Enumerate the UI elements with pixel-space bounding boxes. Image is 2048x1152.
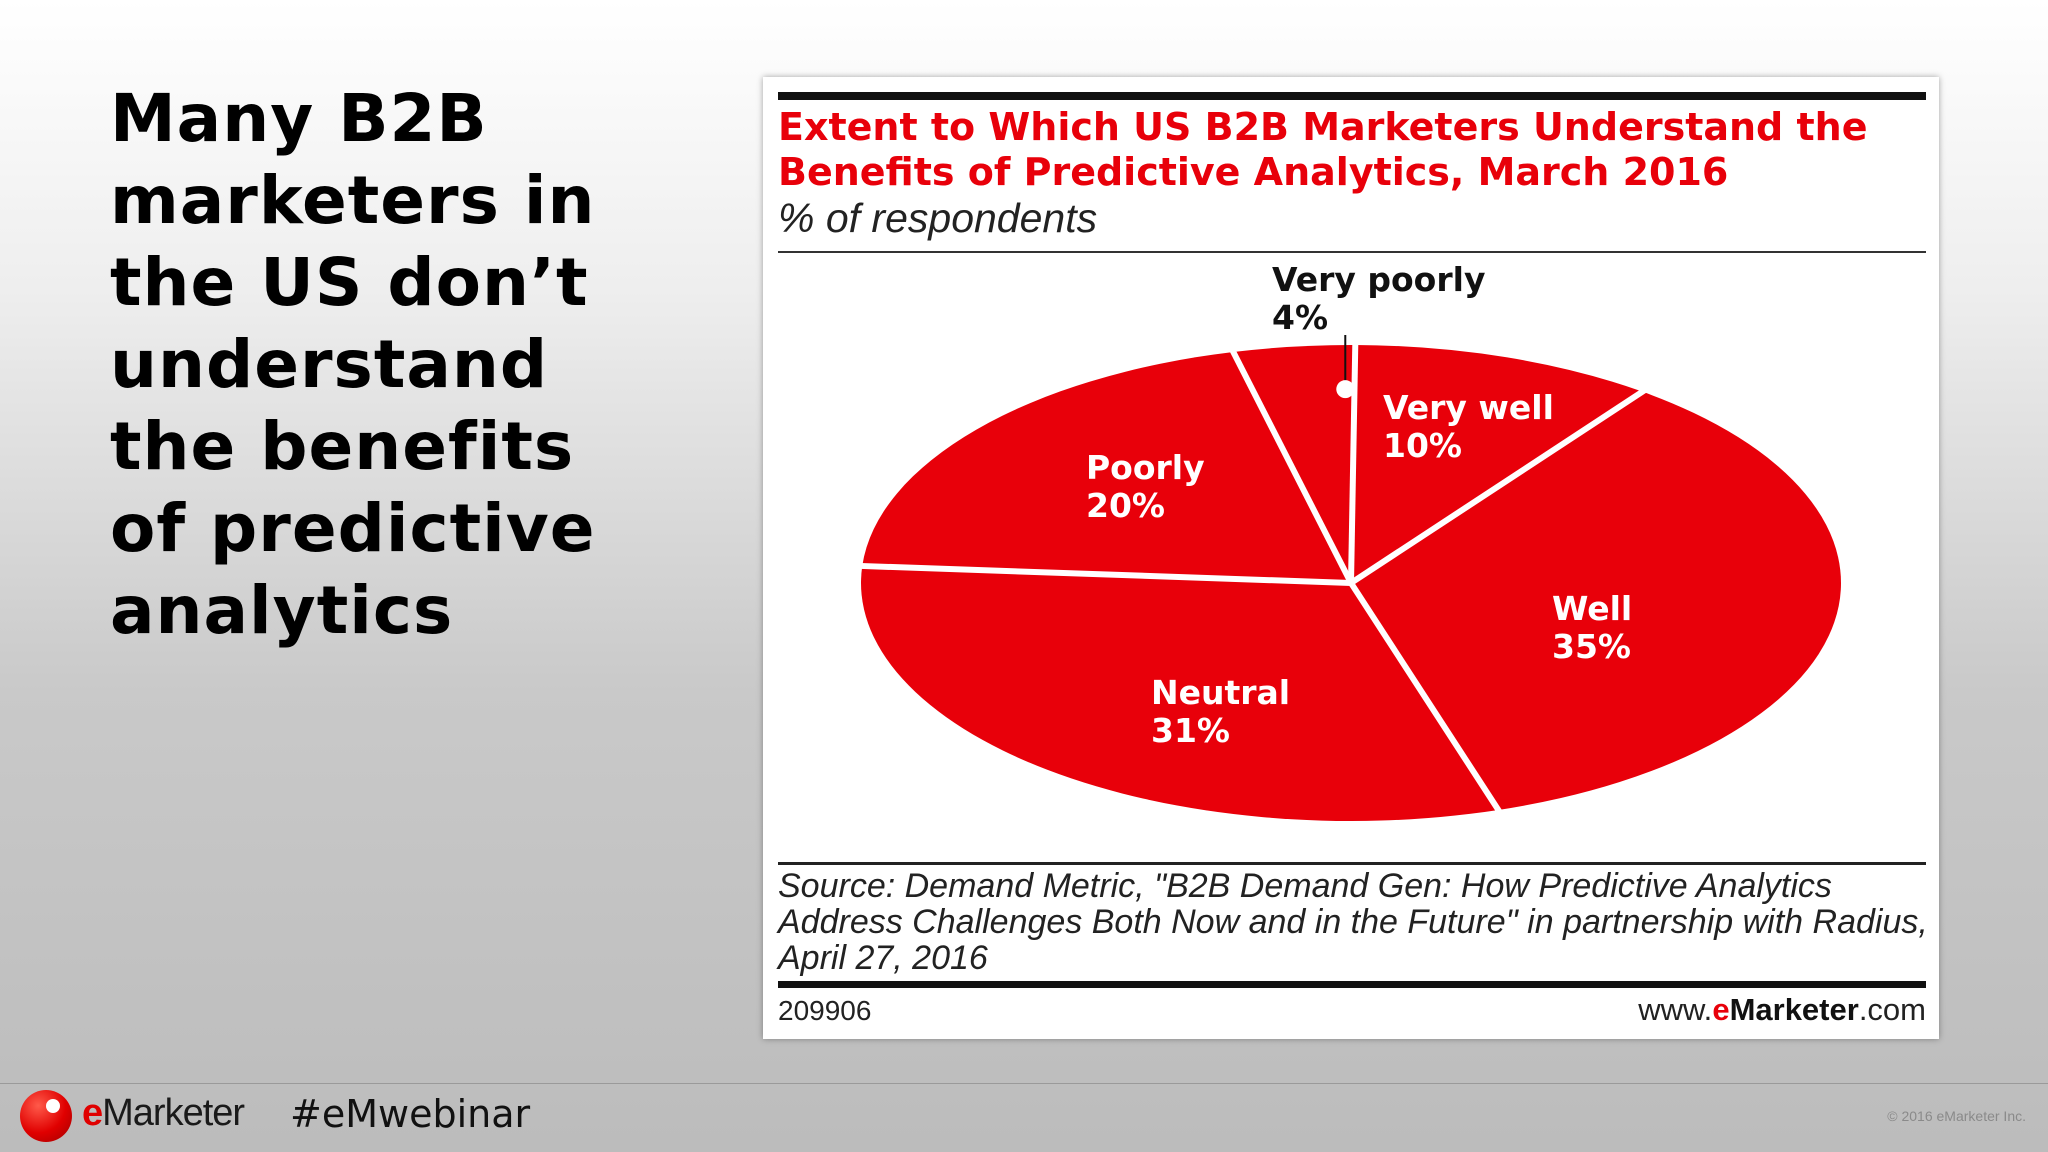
slice-label-very-poorly: Very poorly [1272,260,1485,299]
webinar-hashtag: #eMwebinar [290,1092,531,1136]
pie-slice-poorly [862,351,1351,583]
slice-value-very-well: 10% [1383,426,1462,465]
bottom-rule [778,981,1926,988]
site-suffix: .com [1858,992,1926,1027]
slice-value-well: 35% [1552,627,1631,666]
chart-subtitle: % of respondents [778,195,1098,241]
pie-slice-well [1351,391,1841,810]
emarketer-logo-text: eMarketer [82,1092,245,1135]
footer-divider [0,1083,2048,1084]
site-prefix: www. [1638,992,1713,1027]
emarketer-logo-icon [20,1090,72,1142]
chart-id: 209906 [778,995,872,1026]
copyright: © 2016 eMarketer Inc. [1887,1108,2026,1124]
slice-label-poorly: Poorly [1086,448,1205,487]
slice-divider [1348,342,1359,584]
top-rule [778,92,1926,100]
chart-card: Extent to Which US B2B Marketers Underst… [763,77,1939,1039]
slice-value-very-poorly: 4% [1272,298,1328,337]
slice-divider [857,562,1352,586]
logo-e: e [82,1092,103,1134]
pie-slice-very-poorly [1233,345,1356,583]
source-note: Source: Demand Metric, "B2B Demand Gen: … [778,867,1928,977]
header-rule [778,251,1926,253]
slice-value-poorly: 20% [1086,486,1165,525]
slice-divider [1229,348,1354,585]
slide-headline: Many B2B marketers in the US don’t under… [110,80,596,649]
slice-divider [1349,387,1648,586]
pie-slice-neutral [860,565,1499,822]
slice-value-neutral: 31% [1151,711,1230,750]
site-brand-rest: Marketer [1729,992,1859,1027]
slice-label-well: Well [1552,589,1632,628]
pie-slices [857,342,1841,822]
slice-divider [1348,581,1503,814]
slice-label-very-well: Very well [1383,388,1554,427]
logo-rest: Marketer [102,1092,245,1134]
site-brand-e: e [1712,992,1730,1027]
leader-dot-very-poorly [1336,380,1355,399]
chart-title: Extent to Which US B2B Marketers Underst… [778,105,1868,194]
pie-slice-very-well [1351,345,1643,583]
source-rule [778,862,1926,865]
slice-label-neutral: Neutral [1151,673,1290,712]
site-url[interactable]: www.eMarketer.com [1638,992,1926,1028]
